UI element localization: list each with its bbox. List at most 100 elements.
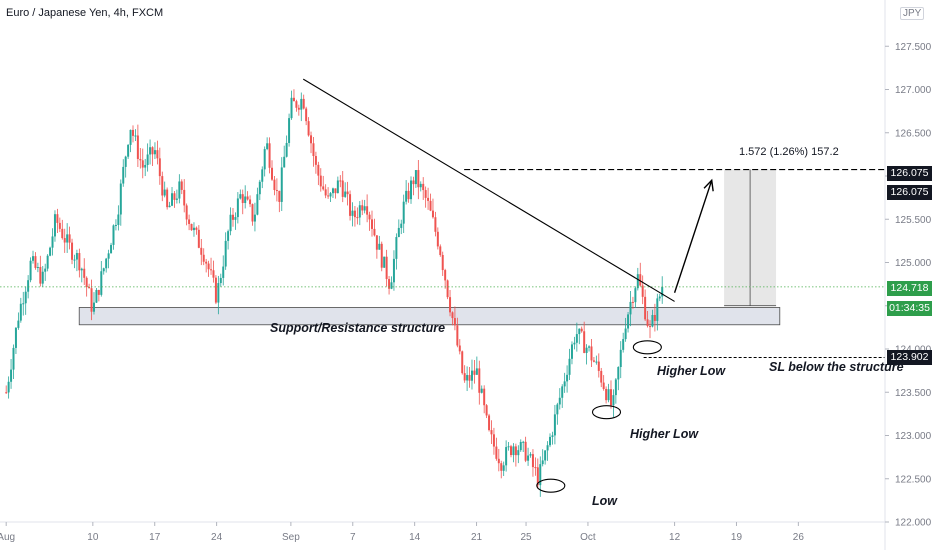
low-marker bbox=[536, 478, 566, 493]
candle bbox=[456, 325, 459, 346]
higher-low-label-1: Higher Low bbox=[630, 427, 699, 441]
candle bbox=[622, 339, 625, 350]
candle bbox=[592, 360, 595, 362]
stop-price-tag: 123.902 bbox=[887, 350, 932, 365]
candle bbox=[397, 227, 400, 238]
x-tick-label: Aug bbox=[0, 532, 15, 543]
candle bbox=[336, 180, 339, 194]
x-tick-label: 14 bbox=[409, 532, 421, 543]
candle bbox=[527, 455, 530, 461]
candle bbox=[44, 268, 47, 272]
candle bbox=[556, 404, 559, 415]
candle bbox=[17, 320, 20, 328]
candle bbox=[331, 188, 334, 194]
currency-label[interactable]: JPY bbox=[900, 7, 925, 20]
candle bbox=[288, 118, 291, 143]
candle bbox=[366, 206, 369, 215]
candle bbox=[590, 346, 593, 361]
current-price-tag: 124.718 bbox=[887, 281, 932, 296]
candle bbox=[424, 190, 427, 198]
candle bbox=[585, 347, 588, 353]
candle bbox=[263, 149, 266, 170]
candle bbox=[188, 219, 191, 224]
candle bbox=[466, 375, 469, 381]
candle bbox=[439, 246, 442, 255]
candle bbox=[195, 227, 198, 230]
candle bbox=[173, 193, 176, 200]
candle bbox=[458, 345, 461, 352]
candle bbox=[507, 446, 510, 448]
candle bbox=[249, 199, 252, 205]
candle bbox=[180, 181, 183, 190]
candle bbox=[563, 381, 566, 387]
candle bbox=[522, 441, 525, 443]
y-tick-label: 126.500 bbox=[895, 128, 932, 139]
candle bbox=[171, 193, 174, 206]
candle bbox=[658, 296, 661, 299]
candle bbox=[10, 369, 13, 382]
candle bbox=[595, 361, 598, 363]
candle bbox=[410, 180, 413, 200]
candle bbox=[631, 301, 634, 303]
y-tick-label: 122.000 bbox=[895, 518, 932, 529]
candle bbox=[578, 328, 581, 335]
candle bbox=[214, 277, 217, 303]
candle bbox=[500, 463, 503, 471]
x-tick-label: 24 bbox=[211, 532, 223, 543]
candle bbox=[636, 274, 639, 289]
candle bbox=[63, 238, 66, 243]
candle bbox=[536, 467, 539, 486]
candle bbox=[149, 147, 152, 155]
candle bbox=[414, 170, 417, 185]
candle bbox=[412, 180, 415, 185]
candle bbox=[49, 247, 52, 256]
candle bbox=[583, 331, 586, 353]
candle bbox=[178, 181, 181, 199]
y-tick-label: 123.000 bbox=[895, 431, 932, 442]
candle bbox=[575, 334, 578, 343]
candle bbox=[446, 280, 449, 298]
y-tick-label: 127.000 bbox=[895, 85, 932, 96]
candle bbox=[110, 244, 113, 254]
candle bbox=[217, 283, 220, 303]
candle bbox=[129, 129, 132, 145]
candle bbox=[490, 430, 493, 435]
candle bbox=[480, 388, 483, 393]
candle bbox=[378, 243, 381, 250]
candle bbox=[341, 180, 344, 197]
candle bbox=[14, 327, 17, 348]
candle bbox=[297, 107, 300, 110]
candle bbox=[19, 303, 22, 321]
candle bbox=[127, 144, 130, 157]
candle bbox=[132, 129, 135, 136]
candle bbox=[92, 302, 95, 312]
candle bbox=[73, 259, 76, 261]
candle bbox=[205, 261, 208, 264]
candle bbox=[544, 450, 547, 461]
candle bbox=[334, 188, 337, 194]
candle bbox=[368, 214, 371, 220]
candle bbox=[156, 150, 159, 159]
candle bbox=[75, 253, 78, 260]
candle bbox=[451, 312, 454, 319]
candle bbox=[153, 150, 156, 155]
candle bbox=[524, 441, 527, 461]
candle bbox=[231, 214, 234, 220]
candle bbox=[529, 454, 532, 456]
candle bbox=[244, 196, 247, 204]
candle bbox=[119, 183, 122, 215]
candle bbox=[24, 291, 27, 304]
candle bbox=[266, 143, 269, 150]
target-price-tag-2: 126.075 bbox=[887, 185, 932, 200]
measure-label: 1.572 (1.26%) 157.2 bbox=[739, 146, 839, 158]
candle bbox=[566, 374, 569, 382]
candle bbox=[392, 258, 395, 283]
trendline bbox=[302, 78, 675, 302]
candle bbox=[219, 277, 222, 284]
candle bbox=[275, 189, 278, 191]
candle bbox=[146, 154, 149, 165]
candle bbox=[400, 223, 403, 228]
x-tick-label: Sep bbox=[282, 532, 300, 543]
candle bbox=[166, 189, 169, 208]
